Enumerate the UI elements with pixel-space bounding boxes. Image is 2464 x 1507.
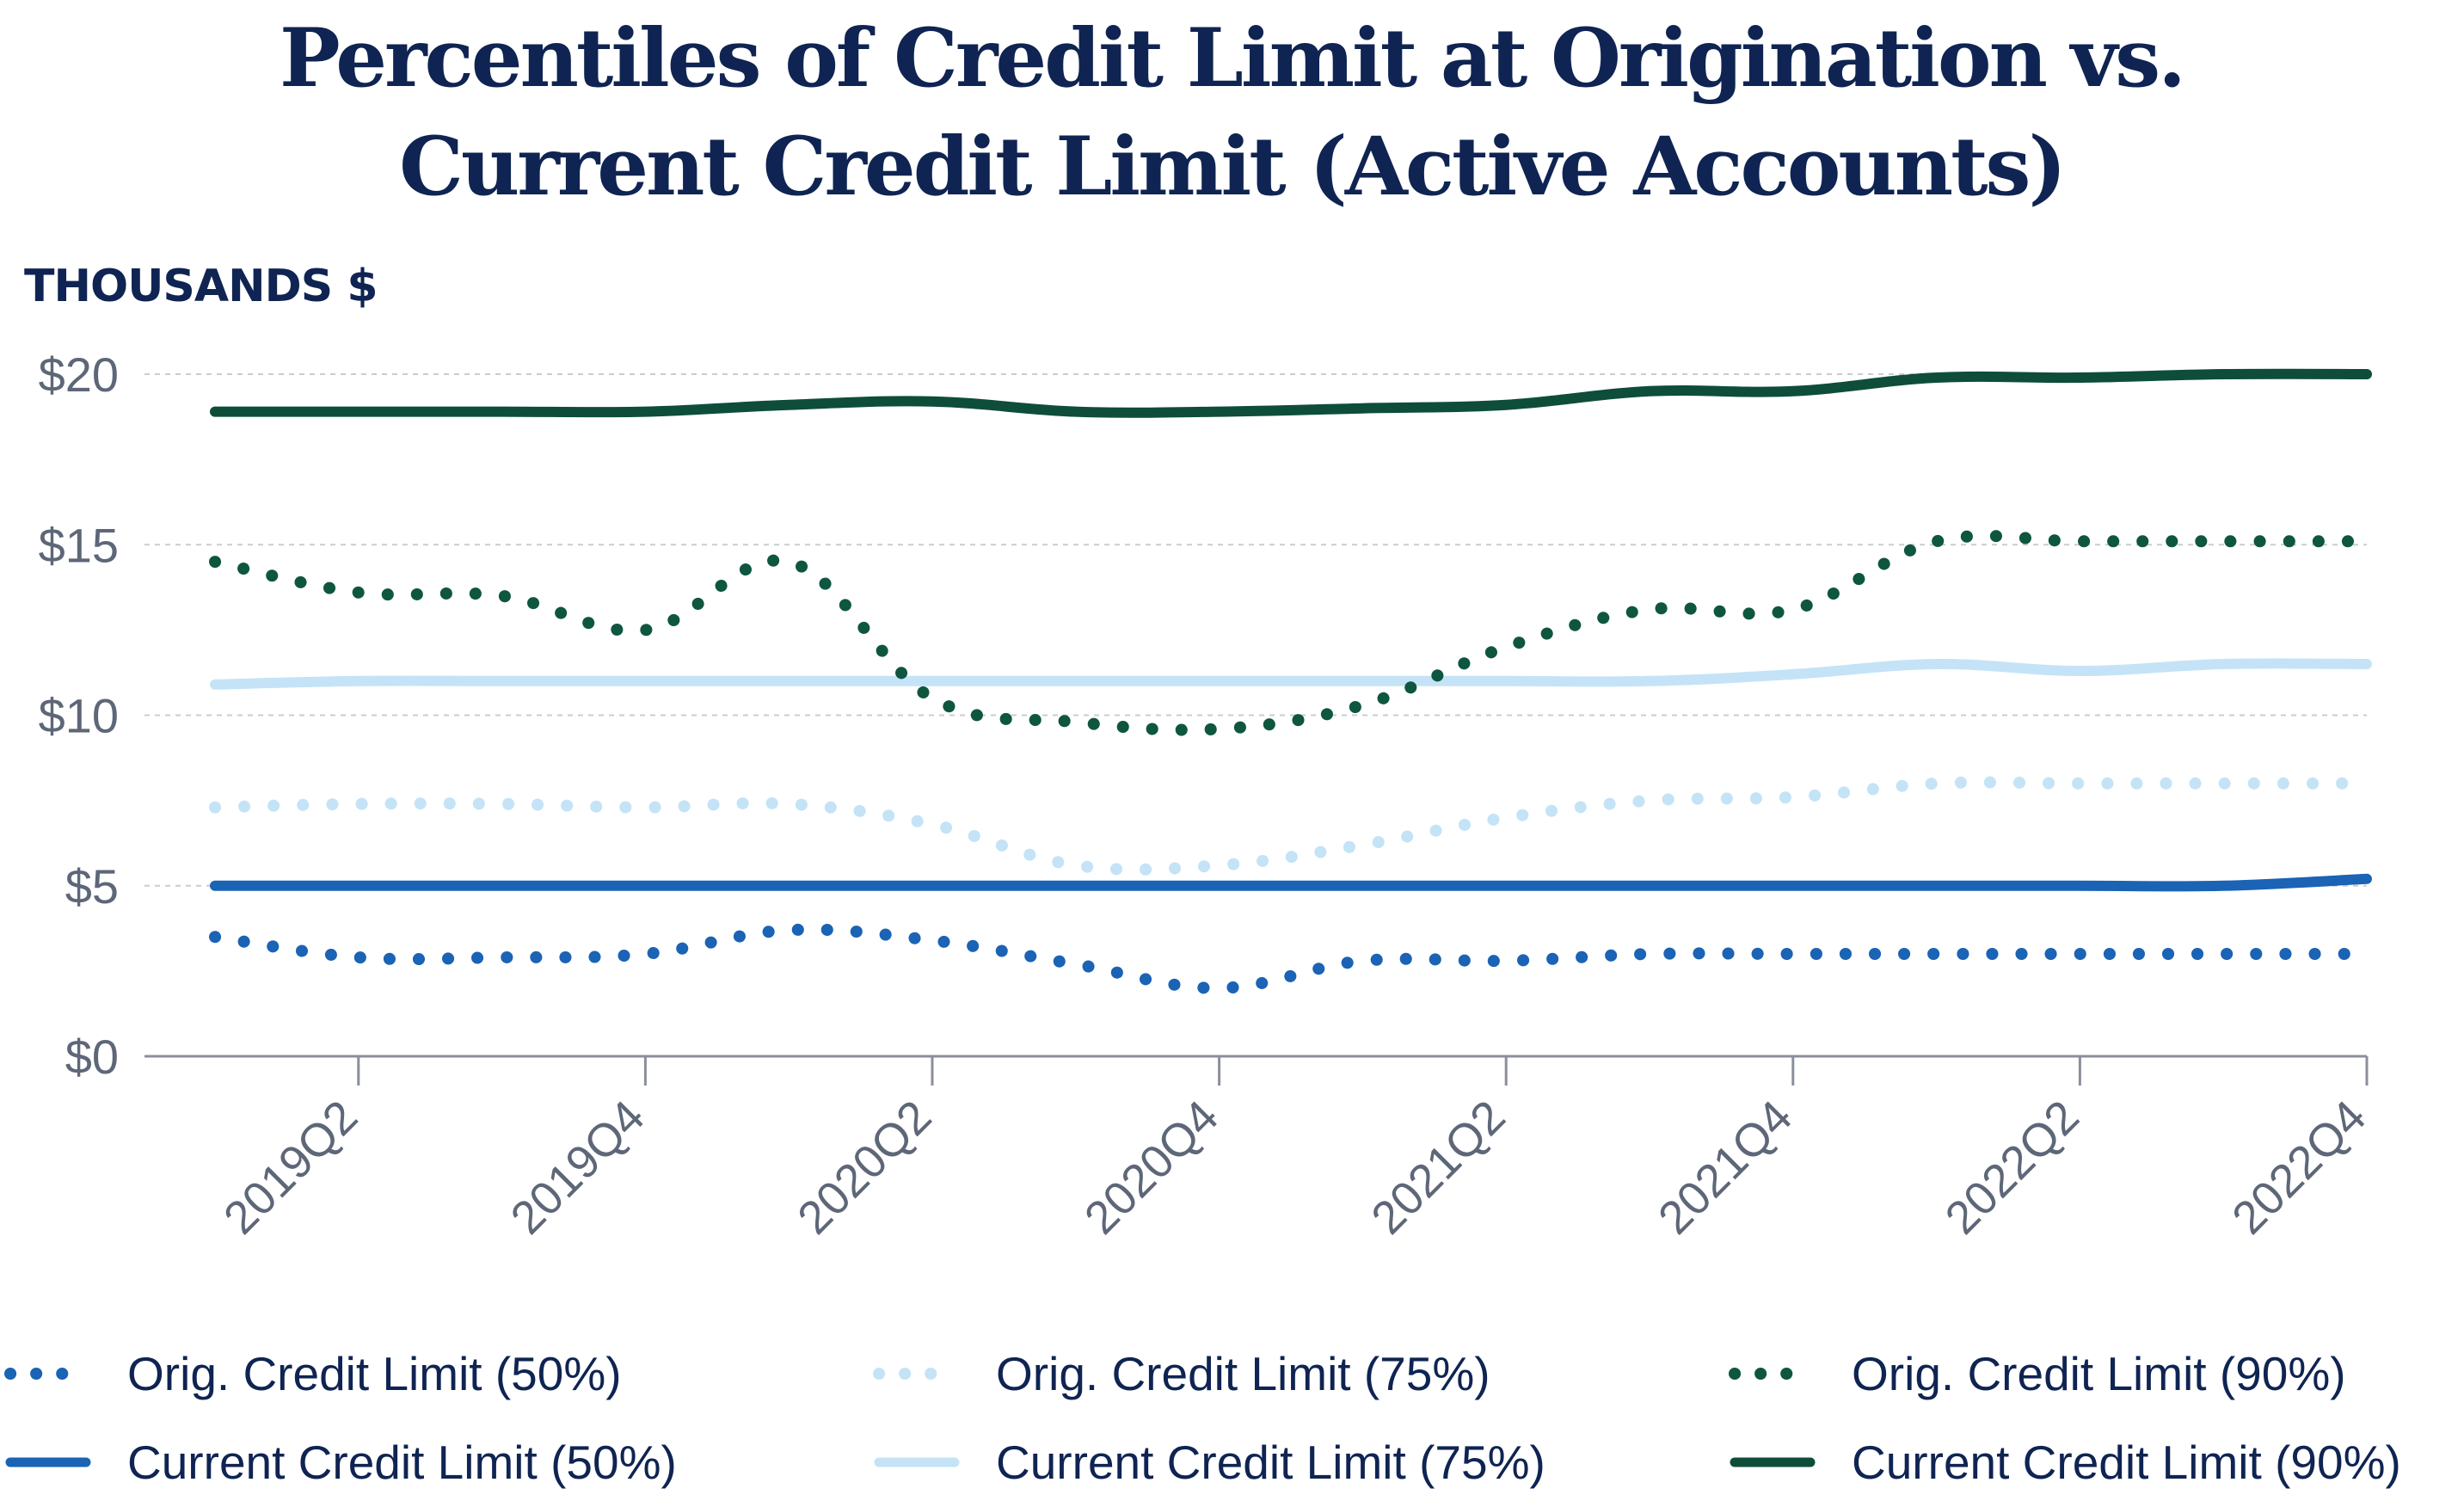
series-line-current-credit-limit-50 <box>210 873 2372 892</box>
legend-label: Current Credit Limit (75%) <box>996 1436 1545 1489</box>
y-tick-label: $20 <box>39 348 119 402</box>
x-tick-label: 2020Q4 <box>1075 1091 1228 1244</box>
chart-title-line-1: Percentiles of Credit Limit at Originati… <box>280 11 2184 106</box>
x-tick-label: 2020Q2 <box>788 1091 941 1244</box>
legend-label: Current Credit Limit (50%) <box>127 1436 677 1489</box>
series-line-orig-credit-limit-90 <box>209 529 2373 736</box>
y-tick-label: $10 <box>39 689 119 743</box>
y-axis-unit-label: THOUSANDS $ <box>24 261 378 312</box>
legend-item: Orig. Credit Limit (90%) <box>1729 1347 2346 1400</box>
legend-item: Current Credit Limit (75%) <box>874 1436 1545 1489</box>
y-tick-label: $5 <box>65 859 119 913</box>
y-tick-label: $15 <box>39 518 119 572</box>
legend-item: Current Credit Limit (90%) <box>1730 1436 2401 1489</box>
legend-label: Orig. Credit Limit (50%) <box>127 1347 622 1400</box>
x-tick-label: 2022Q4 <box>2222 1091 2375 1244</box>
axes: $0 $5 $10 $15 $20 2019Q2 2019Q4 2020Q2 2020Q4 202… <box>39 348 2376 1244</box>
x-tick-label: 2019Q4 <box>501 1091 654 1244</box>
series-line-current-credit-limit-90 <box>210 368 2372 418</box>
legend: Orig. Credit Limit (50%) Orig. Credit Lim… <box>4 1347 2401 1489</box>
legend-item: Current Credit Limit (50%) <box>5 1436 677 1489</box>
legend-label: Current Credit Limit (90%) <box>1852 1436 2401 1489</box>
x-tick-label: 2022Q2 <box>1936 1091 2089 1244</box>
series-line-orig-credit-limit-75 <box>209 776 2373 876</box>
legend-item: Orig. Credit Limit (50%) <box>4 1347 622 1400</box>
series-lines <box>209 368 2373 994</box>
y-tick-label: $0 <box>65 1030 119 1084</box>
x-tick-label: 2019Q2 <box>214 1091 367 1244</box>
series-line-current-credit-limit-75 <box>210 658 2372 690</box>
legend-item: Orig. Credit Limit (75%) <box>873 1347 1490 1400</box>
chart-title-line-2: Current Credit Limit (Active Accounts) <box>399 120 2064 214</box>
series-line-orig-credit-limit-50 <box>209 923 2373 994</box>
x-tick-label: 2021Q4 <box>1649 1091 1802 1244</box>
legend-label: Orig. Credit Limit (90%) <box>1852 1347 2346 1400</box>
x-tick-label: 2021Q2 <box>1361 1091 1515 1244</box>
legend-label: Orig. Credit Limit (75%) <box>996 1347 1490 1400</box>
